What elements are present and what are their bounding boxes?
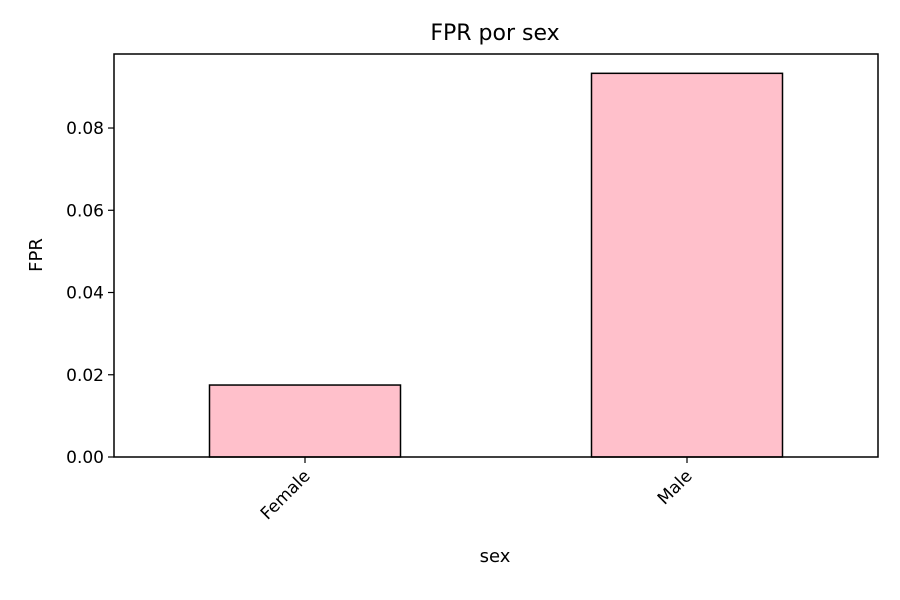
y-tick-label: 0.06 [66,201,104,221]
chart-title: FPR por sex [430,21,559,46]
y-tick-label: 0.02 [66,366,104,386]
x-tick-label-male: Male [654,466,697,509]
bar-male [590,72,784,458]
plot-frame [113,53,879,458]
bars-layer [208,72,784,458]
y-tick-label: 0.08 [66,119,104,139]
x-axis-ticks: Female Male [257,457,697,524]
bar-female [208,384,402,458]
y-tick-label: 0.00 [66,448,104,468]
x-axis-label: sex [480,546,511,567]
y-axis-ticks: 0.00 0.02 0.04 0.06 0.08 [66,119,114,468]
y-axis-label: FPR [26,238,47,272]
x-tick-label-female: Female [257,466,315,524]
y-tick-label: 0.04 [66,284,104,304]
